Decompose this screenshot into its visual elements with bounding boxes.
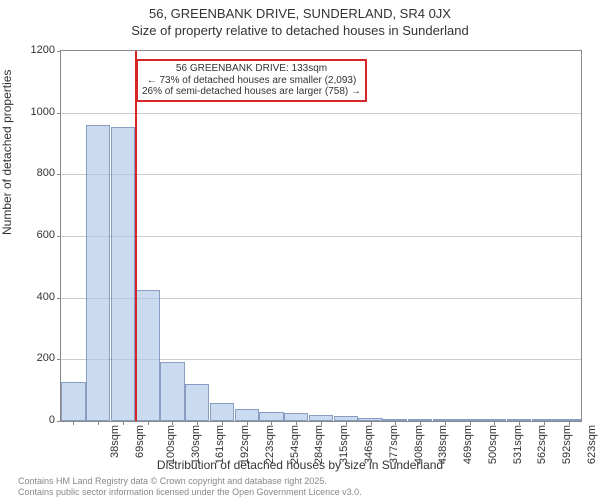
histogram-bar xyxy=(111,127,135,421)
xtick-label: 408sqm xyxy=(413,425,425,464)
xtick-label: 377sqm xyxy=(388,425,400,464)
xtick-label: 69sqm xyxy=(134,425,146,458)
xtick-label: 531sqm xyxy=(512,425,524,464)
ytick-mark xyxy=(57,51,61,52)
ytick-label: 200 xyxy=(15,352,55,364)
ytick-label: 400 xyxy=(15,291,55,303)
xtick-label: 438sqm xyxy=(437,425,449,464)
ytick-label: 800 xyxy=(15,167,55,179)
histogram-bar xyxy=(210,403,234,422)
ytick-label: 600 xyxy=(15,229,55,241)
xtick-label: 38sqm xyxy=(109,425,121,458)
ytick-mark xyxy=(57,113,61,114)
xtick-label: 623sqm xyxy=(586,425,598,464)
plot-area: 56 GREENBANK DRIVE: 133sqm ← 73% of deta… xyxy=(60,50,582,422)
xtick-label: 284sqm xyxy=(314,425,326,464)
xtick-label: 223sqm xyxy=(264,425,276,464)
histogram-bar xyxy=(457,419,481,421)
xtick-mark xyxy=(148,421,149,425)
xtick-label: 592sqm xyxy=(561,425,573,464)
histogram-bar xyxy=(433,419,457,421)
xtick-label: 100sqm xyxy=(165,425,177,464)
histogram-bar xyxy=(61,382,85,421)
xtick-label: 346sqm xyxy=(363,425,375,464)
gridline xyxy=(61,236,581,237)
footer-line: Contains public sector information licen… xyxy=(18,487,362,498)
ytick-mark xyxy=(57,359,61,360)
marker-line xyxy=(135,51,137,421)
ytick-mark xyxy=(57,421,61,422)
xtick-label: 161sqm xyxy=(215,425,227,464)
histogram-bar xyxy=(532,419,556,421)
histogram-bar xyxy=(136,290,160,421)
ytick-mark xyxy=(57,174,61,175)
ytick-mark xyxy=(57,298,61,299)
xtick-mark xyxy=(123,421,124,425)
annotation-line: ← 73% of detached houses are smaller (2,… xyxy=(142,75,361,87)
histogram-bar xyxy=(358,418,382,421)
xtick-label: 500sqm xyxy=(487,425,499,464)
xtick-mark xyxy=(98,421,99,425)
gridline xyxy=(61,113,581,114)
ytick-mark xyxy=(57,236,61,237)
chart-subtitle: Size of property relative to detached ho… xyxy=(0,23,600,40)
histogram-bar xyxy=(185,384,209,421)
xtick-label: 192sqm xyxy=(239,425,251,464)
histogram-bar xyxy=(408,419,432,421)
annotation-line: 26% of semi-detached houses are larger (… xyxy=(142,86,361,98)
xtick-label: 562sqm xyxy=(536,425,548,464)
y-axis-label: Number of detached properties xyxy=(0,70,14,235)
histogram-bar xyxy=(507,419,531,421)
gridline xyxy=(61,174,581,175)
chart-title: 56, GREENBANK DRIVE, SUNDERLAND, SR4 0JX xyxy=(0,0,600,23)
histogram-bar xyxy=(160,362,184,421)
annotation-box: 56 GREENBANK DRIVE: 133sqm ← 73% of deta… xyxy=(136,59,367,102)
histogram-bar xyxy=(284,413,308,421)
xtick-label: 130sqm xyxy=(190,425,202,464)
histogram-bar xyxy=(86,125,110,421)
xtick-mark xyxy=(73,421,74,425)
xtick-label: 254sqm xyxy=(289,425,301,464)
footer-line: Contains HM Land Registry data © Crown c… xyxy=(18,476,362,487)
xtick-label: 469sqm xyxy=(462,425,474,464)
annotation-line: 56 GREENBANK DRIVE: 133sqm xyxy=(142,63,361,75)
ytick-label: 1000 xyxy=(15,106,55,118)
histogram-bar xyxy=(334,416,358,421)
chart-container: 56, GREENBANK DRIVE, SUNDERLAND, SR4 0JX… xyxy=(0,0,600,500)
histogram-bar xyxy=(482,419,506,421)
footer-attribution: Contains HM Land Registry data © Crown c… xyxy=(18,476,362,498)
histogram-bar xyxy=(556,419,580,421)
histogram-bar xyxy=(383,419,407,421)
ytick-label: 0 xyxy=(15,414,55,426)
histogram-bar xyxy=(235,409,259,421)
histogram-bar xyxy=(259,412,283,421)
histogram-bar xyxy=(309,415,333,421)
xtick-label: 315sqm xyxy=(338,425,350,464)
ytick-label: 1200 xyxy=(15,44,55,56)
